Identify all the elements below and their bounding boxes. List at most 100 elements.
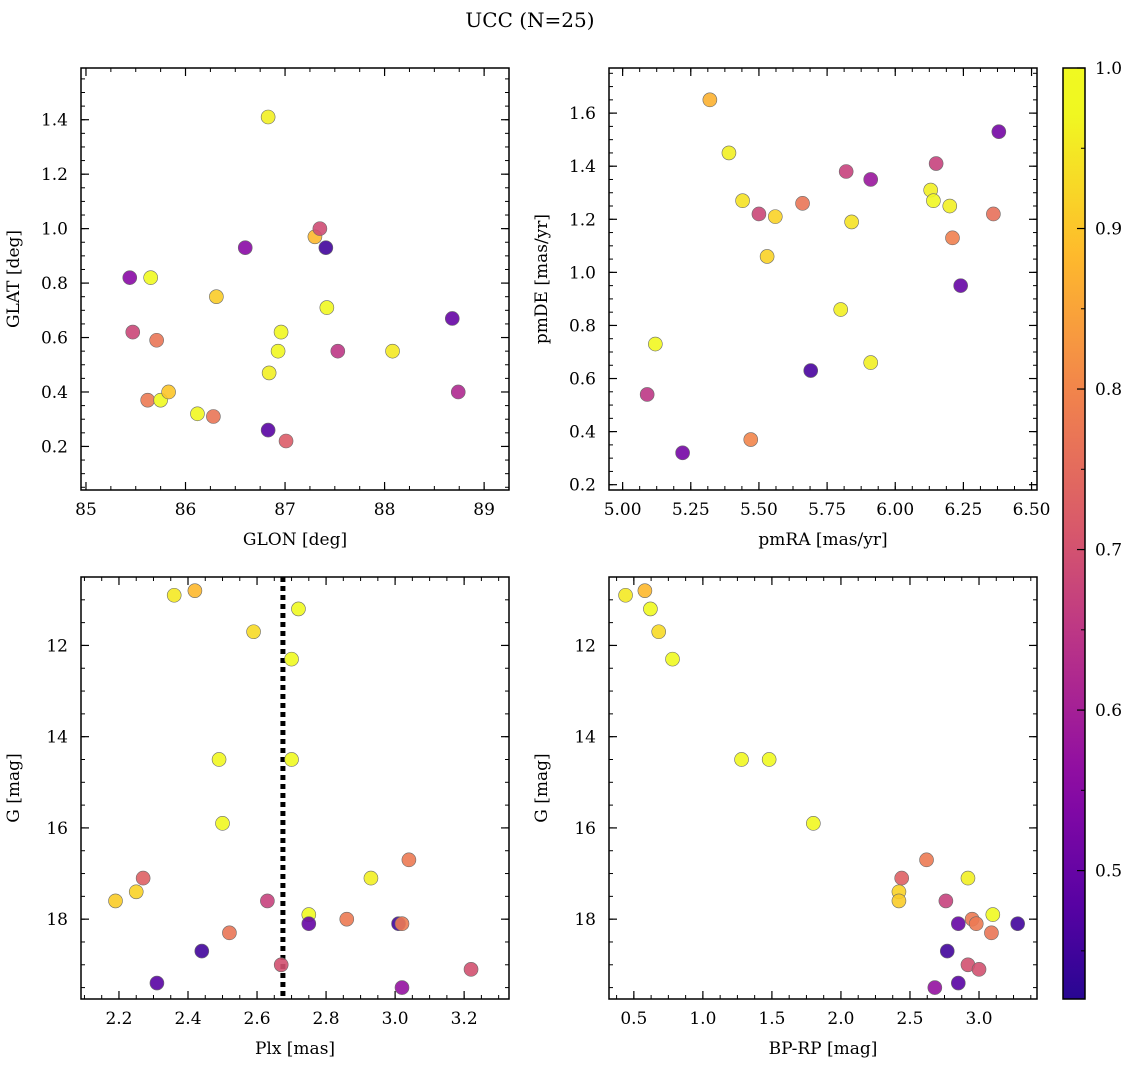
data-point	[960, 870, 976, 886]
x-tick-label: 2.5	[896, 1009, 923, 1029]
y-tick-label: 1.2	[569, 210, 596, 230]
y-tick-label: 1.2	[41, 165, 68, 185]
data-point	[863, 355, 879, 370]
x-tick-label: 0.5	[620, 1009, 647, 1029]
scatter-panel: 2.2 2.4 2.6 2.8 3.0 3.2 12 14 16 18 Plx [mas] G [ma…	[4, 576, 510, 1059]
data-point	[339, 911, 355, 927]
data-point	[759, 249, 775, 264]
scatter-panel: 0.5 1.0 1.5 2.0 2.5 3.0 12 14 16 18 BP-RP [mag] G […	[532, 576, 1038, 1059]
colorbar-tick-label: 0.7	[1095, 541, 1122, 561]
plot-frame	[80, 576, 510, 1000]
data-point	[735, 193, 750, 209]
y-tick-label: 0.4	[569, 423, 596, 443]
x-tick-label: 6.25	[944, 500, 982, 520]
x-axis-label: GLON [deg]	[243, 530, 347, 550]
data-point	[401, 852, 417, 868]
y-tick-label: 14	[574, 728, 596, 748]
colorbar: 0.5 0.6 0.7 0.8 0.9 1.0	[1062, 59, 1122, 1000]
data-point	[806, 816, 821, 831]
x-tick-label: 2.0	[827, 1009, 854, 1029]
data-point	[643, 601, 658, 617]
data-point	[330, 343, 346, 359]
data-point	[838, 164, 854, 179]
y-tick-label: 1.0	[569, 263, 596, 283]
data-point	[273, 324, 289, 340]
y-tick-label: 0.8	[41, 274, 68, 294]
x-tick-label: 87	[274, 500, 296, 520]
data-point	[891, 893, 907, 909]
figure-title: UCC (N=25)	[465, 8, 594, 32]
data-point	[751, 206, 767, 222]
data-point	[190, 406, 205, 422]
scatter-panel: 85 86 87 88 89 0.2 0.4 0.6 0.8 1.0 1.2 1.4 GLON [deg…	[4, 67, 510, 550]
data-point	[394, 980, 410, 995]
data-point	[971, 962, 987, 977]
data-point	[319, 300, 335, 315]
data-point	[312, 221, 328, 236]
data-point	[125, 324, 141, 340]
data-point	[926, 193, 941, 209]
data-point	[833, 302, 849, 317]
data-point	[795, 196, 810, 211]
data-point	[450, 384, 466, 400]
data-point	[222, 925, 237, 941]
data-point	[135, 870, 151, 886]
data-point	[291, 601, 306, 617]
x-tick-label: 2.8	[313, 1009, 340, 1029]
data-point	[945, 230, 960, 246]
data-point	[928, 156, 944, 171]
x-tick-label: 5.50	[740, 500, 778, 520]
data-point	[128, 884, 144, 900]
data-point	[270, 343, 286, 359]
data-point	[986, 206, 1001, 222]
y-axis-label: GLAT [deg]	[4, 230, 24, 328]
data-point	[721, 145, 737, 161]
x-axis-label: BP-RP [mag]	[769, 1039, 878, 1059]
data-point	[618, 587, 633, 603]
x-tick-label: 89	[473, 500, 495, 520]
y-tick-label: 18	[574, 910, 596, 930]
data-point	[260, 893, 275, 909]
data-point	[985, 907, 1001, 922]
plot-frame	[80, 67, 510, 491]
y-tick-label: 16	[574, 819, 596, 839]
y-tick-label: 0.4	[41, 383, 68, 403]
y-axis-label: G [mag]	[4, 753, 24, 822]
data-point	[951, 975, 966, 991]
data-point	[953, 278, 968, 293]
data-point	[108, 893, 123, 909]
data-point	[194, 943, 210, 959]
y-tick-label: 1.4	[569, 157, 596, 177]
data-point	[284, 651, 299, 667]
data-point	[385, 343, 400, 359]
y-axis-label: pmDE [mas/yr]	[532, 214, 552, 344]
colorbar-gradient	[1062, 67, 1086, 1000]
data-point	[665, 651, 680, 667]
y-tick-label: 0.2	[41, 437, 68, 457]
plot-frame	[608, 67, 1038, 491]
data-point	[206, 409, 221, 424]
y-axis-label: G [mag]	[532, 753, 552, 822]
data-point	[968, 916, 984, 932]
x-tick-label: 3.2	[451, 1009, 478, 1029]
colorbar-tick-label: 0.6	[1095, 701, 1122, 721]
data-point	[394, 916, 410, 932]
data-point	[161, 384, 176, 400]
data-point	[273, 957, 289, 973]
data-point	[803, 363, 819, 378]
x-tick-label: 1.0	[689, 1009, 716, 1029]
colorbar-tick-label: 0.9	[1095, 220, 1122, 240]
data-point	[149, 975, 165, 991]
data-point	[734, 752, 749, 767]
x-axis-label: Plx [mas]	[255, 1039, 335, 1059]
data-point	[278, 433, 294, 449]
x-tick-label: 88	[374, 500, 396, 520]
data-point	[743, 432, 759, 447]
data-point	[639, 387, 655, 402]
y-tick-label: 0.6	[41, 329, 68, 349]
x-tick-label: 2.6	[244, 1009, 271, 1029]
x-tick-label: 6.00	[876, 500, 914, 520]
data-point	[209, 289, 224, 304]
data-point	[284, 752, 299, 767]
